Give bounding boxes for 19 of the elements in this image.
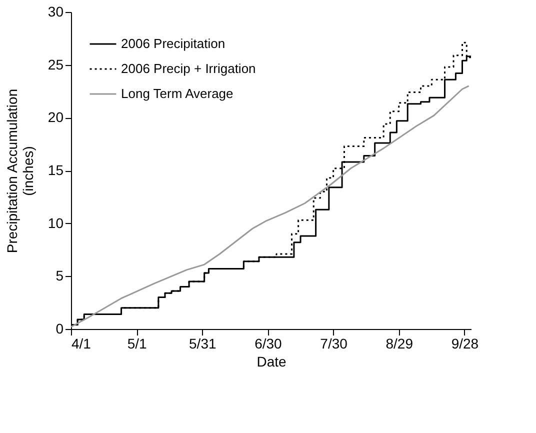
legend-label: Long Term Average (121, 86, 234, 101)
legend-label: 2006 Precipitation (121, 36, 226, 51)
y-tick-label: 5 (56, 268, 64, 284)
y-tick-label: 25 (48, 56, 64, 72)
x-tick-label: 6/30 (254, 336, 282, 352)
x-tick-label: 4/1 (72, 336, 92, 352)
x-tick-label: 9/28 (451, 336, 479, 352)
x-tick-label: 8/29 (386, 336, 414, 352)
x-tick-label: 7/30 (320, 336, 348, 352)
y-axis-title: Precipitation Accumulation (inches) (4, 88, 36, 254)
y-tick-label: 30 (48, 4, 64, 20)
x-tick-label: 5/1 (127, 336, 148, 352)
y-tick-label: 20 (48, 109, 64, 126)
x-tick-label: 5/31 (189, 336, 216, 352)
x-axis-title: Date (256, 354, 286, 370)
y-tick-label: 10 (48, 214, 64, 231)
y-tick-label: 15 (48, 162, 64, 178)
y-tick-label: 0 (56, 320, 64, 336)
legend-label: 2006 Precip + Irrigation (121, 61, 256, 76)
